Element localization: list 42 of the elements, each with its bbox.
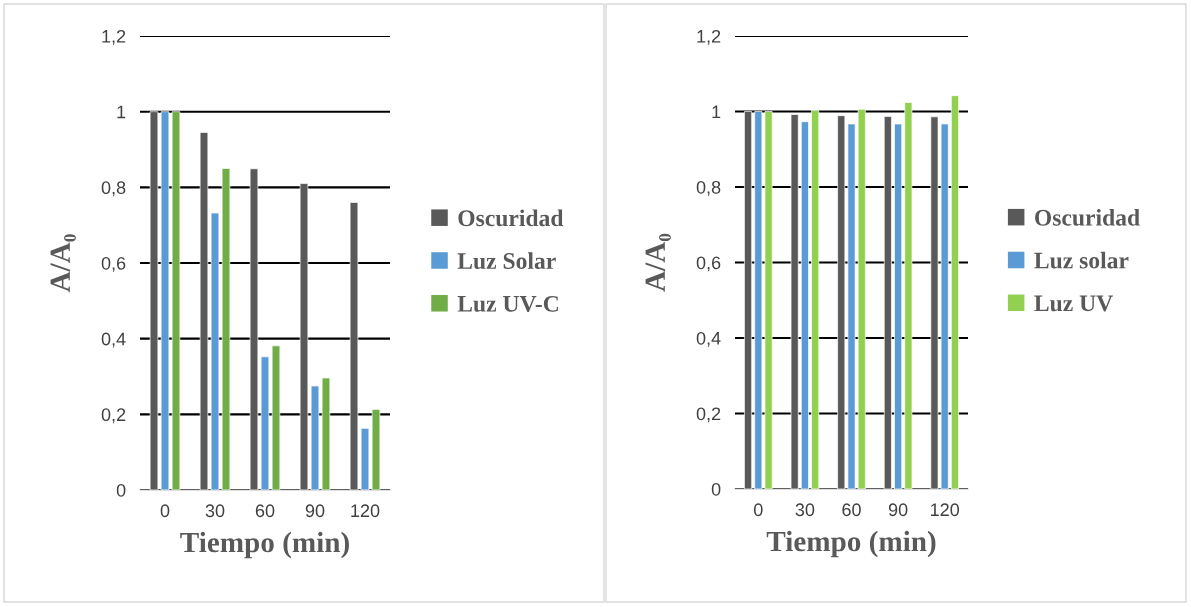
y-tick-label: 1,2 — [102, 29, 126, 45]
legend-label: Oscuridad — [1035, 209, 1140, 226]
y-tick-label: 0,8 — [696, 180, 721, 196]
legend-label: Luz UV — [1034, 295, 1113, 312]
y-tick-label: 0,2 — [696, 407, 721, 423]
bar — [744, 111, 753, 489]
y-tick-label: 0,2 — [101, 408, 126, 424]
x-tick-label: 60 — [842, 503, 861, 517]
y-tick-label: 1,2 — [697, 29, 721, 45]
legend-label: Luz Solar — [457, 252, 556, 270]
x-tick-label: 120 — [351, 504, 380, 518]
legend-label: Luz UV-C — [457, 295, 558, 312]
bar — [904, 102, 913, 489]
x-axis-title: Tiempo (min) — [180, 531, 349, 559]
x-tick-label: 0 — [753, 503, 763, 517]
x-tick-label: 90 — [305, 504, 325, 518]
y-tick-label: 0 — [711, 482, 721, 496]
x-axis-title: Tiempo (min) — [766, 530, 936, 558]
bar — [790, 114, 799, 489]
y-tick-label: 0,4 — [696, 331, 721, 347]
y-tick-label: 1 — [117, 105, 126, 119]
x-tick-label: 30 — [795, 503, 815, 517]
y-tick-label: 0 — [116, 483, 126, 497]
y-axis-title: A/A₀ — [645, 233, 671, 292]
y-axis-title: A/A₀ — [50, 234, 76, 293]
bar — [800, 121, 809, 489]
legend-label: Luz solar — [1034, 251, 1129, 269]
bar — [950, 95, 959, 489]
bar — [883, 116, 892, 489]
y-tick-label: 0,6 — [696, 256, 721, 272]
y-tick-label: 1 — [712, 105, 721, 119]
bar — [811, 110, 820, 489]
y-tick-label: 0,6 — [101, 256, 126, 272]
x-tick-label: 120 — [931, 503, 960, 517]
y-tick-label: 0,8 — [101, 181, 126, 197]
x-tick-label: 0 — [160, 504, 170, 518]
legend-label: Oscuridad — [458, 209, 564, 227]
bar — [894, 123, 903, 489]
x-tick-label: 30 — [205, 504, 225, 518]
x-tick-label: 90 — [888, 503, 908, 517]
y-tick-label: 0,4 — [101, 332, 126, 348]
x-tick-label: 60 — [255, 504, 275, 518]
